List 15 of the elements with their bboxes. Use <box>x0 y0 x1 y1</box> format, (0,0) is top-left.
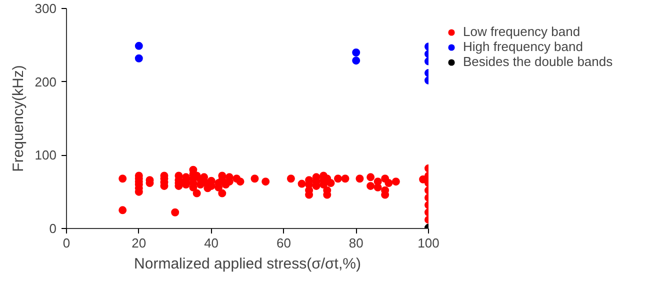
x-tick-label: 0 <box>62 236 70 250</box>
y-tick-label: 100 <box>34 148 57 163</box>
x-tick-label: 40 <box>204 236 219 250</box>
y-tick-label: 200 <box>34 74 57 90</box>
x-tick-label: 80 <box>348 236 364 250</box>
x-tick-label: 100 <box>418 236 440 250</box>
legend-label: Low frequency band <box>463 24 582 39</box>
x-axis-title: Normalized applied stress(σ/σt,%) <box>134 256 361 272</box>
y-tick-label: 0 <box>49 221 57 236</box>
legend-label: High frequency band <box>463 39 584 54</box>
y-axis-title: Frequency(kHz) <box>10 65 27 172</box>
legend-label: Besides the double bands <box>463 54 614 69</box>
y-tick-label: 300 <box>34 1 57 16</box>
x-tick-label: 20 <box>132 236 146 250</box>
x-tick-label: 60 <box>276 236 291 250</box>
